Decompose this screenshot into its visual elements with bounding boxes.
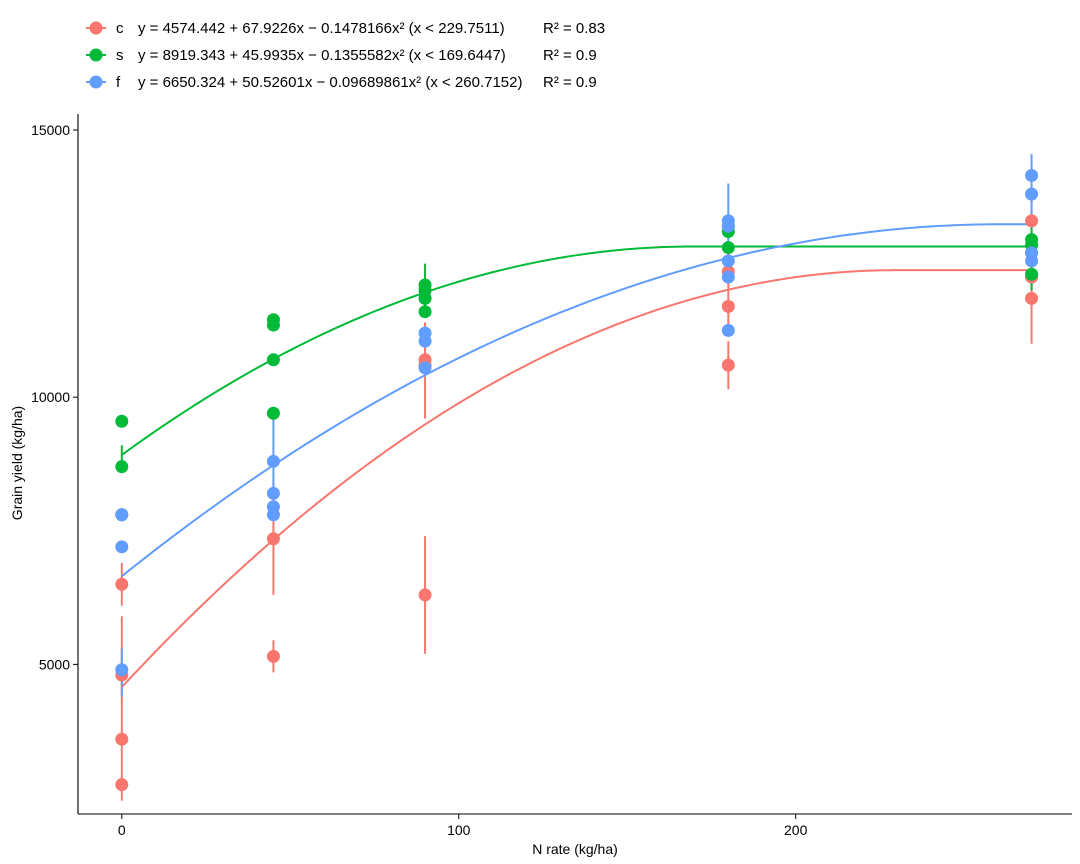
point-s <box>721 241 735 255</box>
point-s <box>266 313 280 327</box>
x-tick-label: 100 <box>447 822 471 838</box>
point-f <box>418 326 432 340</box>
point-c <box>1025 291 1039 305</box>
point-c <box>266 649 280 663</box>
legend-key-c <box>89 21 103 35</box>
y-tick-label: 5000 <box>39 656 70 672</box>
legend-equation-s: y = 8919.343 + 45.9935x − 0.1355582x² (x… <box>138 47 506 64</box>
point-s <box>1025 233 1039 247</box>
point-f <box>1025 246 1039 260</box>
point-c <box>1025 214 1039 228</box>
fit-lines-layer <box>121 223 1032 688</box>
legend-equation-c: y = 4574.442 + 67.9226x − 0.1478166x² (x… <box>138 20 505 37</box>
fit-line-f <box>121 223 1032 577</box>
point-f <box>721 270 735 284</box>
ticks-layer: 0 100 200 5000 10000 15000 <box>31 122 808 838</box>
point-f <box>115 508 129 522</box>
y-axis-title: Grain yield (kg/ha) <box>9 406 25 520</box>
point-f <box>721 254 735 268</box>
y-tick-label: 15000 <box>31 122 70 138</box>
point-f <box>266 500 280 514</box>
legend-label-s: s <box>116 47 124 64</box>
legend-r2-c: R² = 0.83 <box>543 20 605 37</box>
point-s <box>266 406 280 420</box>
legend-key-s <box>89 48 103 62</box>
axes <box>77 114 1072 815</box>
point-c <box>721 299 735 313</box>
point-s <box>418 305 432 319</box>
y-tick-label: 10000 <box>31 389 70 405</box>
legend-label-f: f <box>116 74 121 91</box>
legend-r2-f: R² = 0.9 <box>543 74 597 91</box>
x-tick-label: 0 <box>118 822 126 838</box>
fit-line-c <box>121 269 1032 688</box>
legend-key-f <box>89 75 103 89</box>
point-s <box>418 278 432 292</box>
legend: c y = 4574.442 + 67.9226x − 0.1478166x² (… <box>86 20 605 91</box>
legend-equation-f: y = 6650.324 + 50.52601x − 0.09689861x² … <box>138 74 522 91</box>
point-s <box>266 353 280 367</box>
point-c <box>418 588 432 602</box>
point-c <box>115 778 129 792</box>
point-c <box>115 732 129 746</box>
errorbars-layer <box>120 154 1033 801</box>
x-axis-title: N rate (kg/ha) <box>532 841 618 857</box>
point-f <box>115 540 129 554</box>
point-s <box>1025 267 1039 281</box>
point-s <box>115 460 129 474</box>
point-c <box>115 577 129 591</box>
points-layer <box>115 168 1039 792</box>
x-tick-label: 200 <box>784 822 808 838</box>
legend-r2-s: R² = 0.9 <box>543 47 597 64</box>
point-f <box>721 323 735 337</box>
point-f <box>115 663 129 677</box>
point-f <box>1025 187 1039 201</box>
point-c <box>266 532 280 546</box>
point-f <box>266 486 280 500</box>
point-f <box>1025 168 1039 182</box>
point-s <box>115 414 129 428</box>
point-f <box>418 361 432 375</box>
point-f <box>721 214 735 228</box>
point-f <box>266 454 280 468</box>
point-c <box>721 358 735 372</box>
fit-line-s <box>121 245 1032 456</box>
legend-label-c: c <box>116 20 124 37</box>
